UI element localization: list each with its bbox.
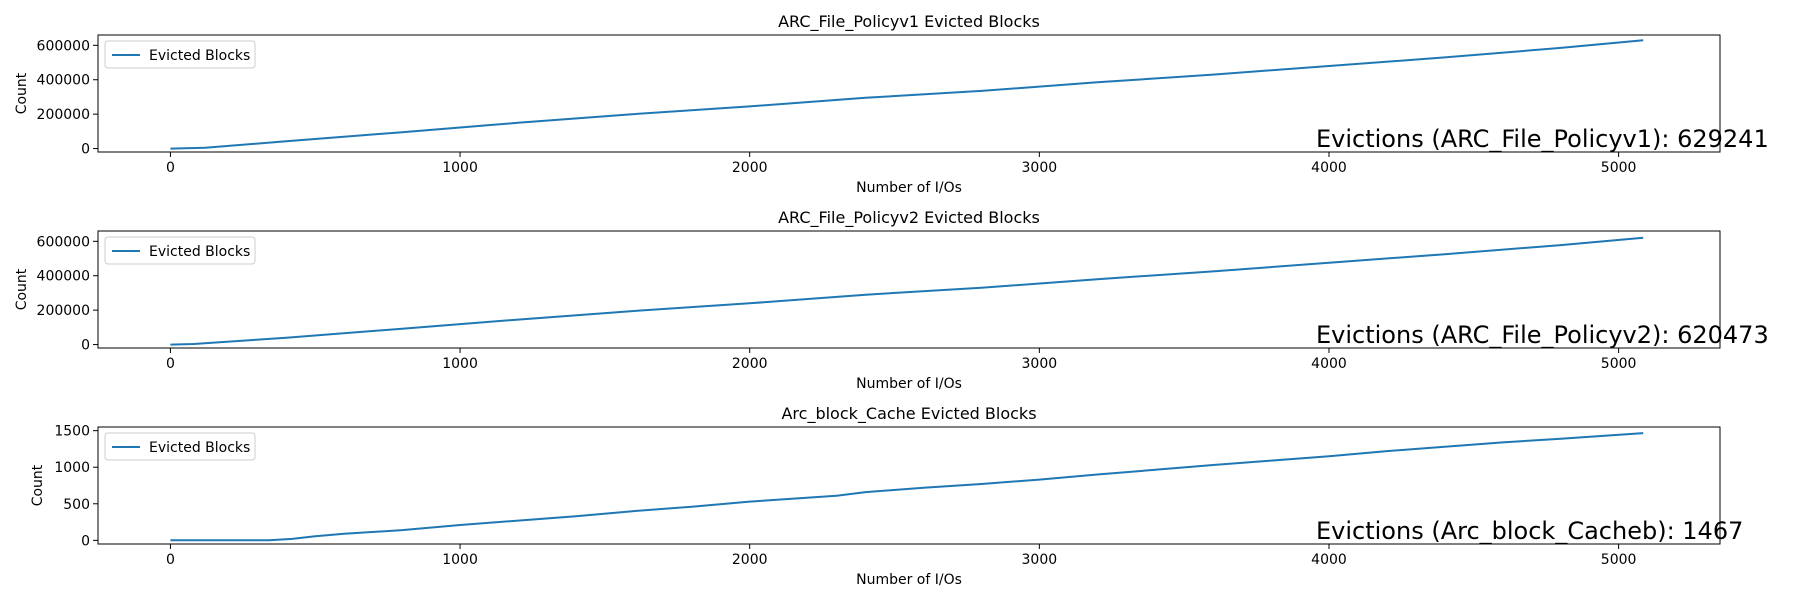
y-axis-label: Count (14, 268, 30, 310)
x-tick-label: 3000 (1022, 552, 1058, 568)
x-tick-label: 4000 (1311, 356, 1347, 372)
series-line-1 (170, 236, 1644, 346)
x-tick-label: 5000 (1601, 356, 1637, 372)
x-tick-label: 2000 (732, 160, 768, 176)
y-axis-label: Count (30, 464, 46, 506)
x-tick-label: 5000 (1601, 552, 1637, 568)
subplot-2: ARC_File_Policyv2 Evicted Blocks 0 1000 200… (14, 208, 1769, 392)
y-tick-label: 200000 (37, 303, 90, 319)
x-tick-label: 3000 (1022, 356, 1058, 372)
subplot-title: ARC_File_Policyv1 Evicted Blocks (778, 12, 1040, 32)
y-tick-label: 0 (81, 338, 90, 354)
y-tick-label: 0 (81, 142, 90, 158)
legend: Evicted Blocks (104, 236, 256, 265)
subplot-1: ARC_File_Policyv1 Evicted Blocks 0 1000 200… (14, 12, 1769, 196)
x-tick-label: 4000 (1311, 552, 1347, 568)
axes-frame (97, 34, 1721, 153)
y-tick-label: 400000 (37, 73, 90, 89)
y-tick-label: 0 (81, 533, 90, 549)
x-tick-label: 4000 (1311, 160, 1347, 176)
x-tick-label: 1000 (442, 356, 478, 372)
y-tick-label: 500 (63, 497, 90, 513)
legend-box (104, 236, 256, 265)
x-tick-label: 1000 (442, 552, 478, 568)
legend-label: Evicted Blocks (149, 48, 250, 64)
series-line-1 (170, 432, 1644, 542)
x-axis-label: Number of I/Os (856, 376, 962, 392)
axes-frame (97, 230, 1721, 349)
axes-frame (97, 426, 1721, 545)
x-tick-label: 1000 (442, 160, 478, 176)
x-tick-label: 2000 (732, 356, 768, 372)
legend: Evicted Blocks (104, 432, 256, 461)
eviction-annotation: Evictions (Arc_block_Cacheb): 1467 (1316, 517, 1743, 545)
x-axis-label: Number of I/Os (856, 180, 962, 196)
y-tick-label: 600000 (37, 38, 90, 54)
y-tick-label: 600000 (37, 234, 90, 250)
x-tick-label: 2000 (732, 552, 768, 568)
y-tick-label: 1500 (54, 424, 90, 440)
y-tick-label: 1000 (54, 460, 90, 476)
legend-label: Evicted Blocks (149, 244, 250, 260)
x-axis-label: Number of I/Os (856, 572, 962, 588)
y-tick-label: 400000 (37, 269, 90, 285)
legend-box (104, 40, 256, 69)
x-tick-label: 0 (166, 552, 175, 568)
x-tick-label: 0 (166, 160, 175, 176)
eviction-annotation: Evictions (ARC_File_Policyv2): 620473 (1316, 321, 1769, 349)
subplot-3: Arc_block_Cache Evicted Blocks 0 1000 2000 3… (30, 404, 1743, 588)
legend-label: Evicted Blocks (149, 440, 250, 456)
subplot-title: ARC_File_Policyv2 Evicted Blocks (778, 208, 1040, 228)
y-tick-label: 200000 (37, 107, 90, 123)
legend: Evicted Blocks (104, 40, 256, 69)
eviction-annotation: Evictions (ARC_File_Policyv1): 629241 (1316, 125, 1769, 153)
series-line-1 (170, 39, 1644, 150)
x-tick-label: 0 (166, 356, 175, 372)
y-axis-label: Count (14, 72, 30, 114)
legend-box (104, 432, 256, 461)
x-tick-label: 3000 (1022, 160, 1058, 176)
x-tick-label: 5000 (1601, 160, 1637, 176)
subplot-title: Arc_block_Cache Evicted Blocks (781, 404, 1036, 424)
